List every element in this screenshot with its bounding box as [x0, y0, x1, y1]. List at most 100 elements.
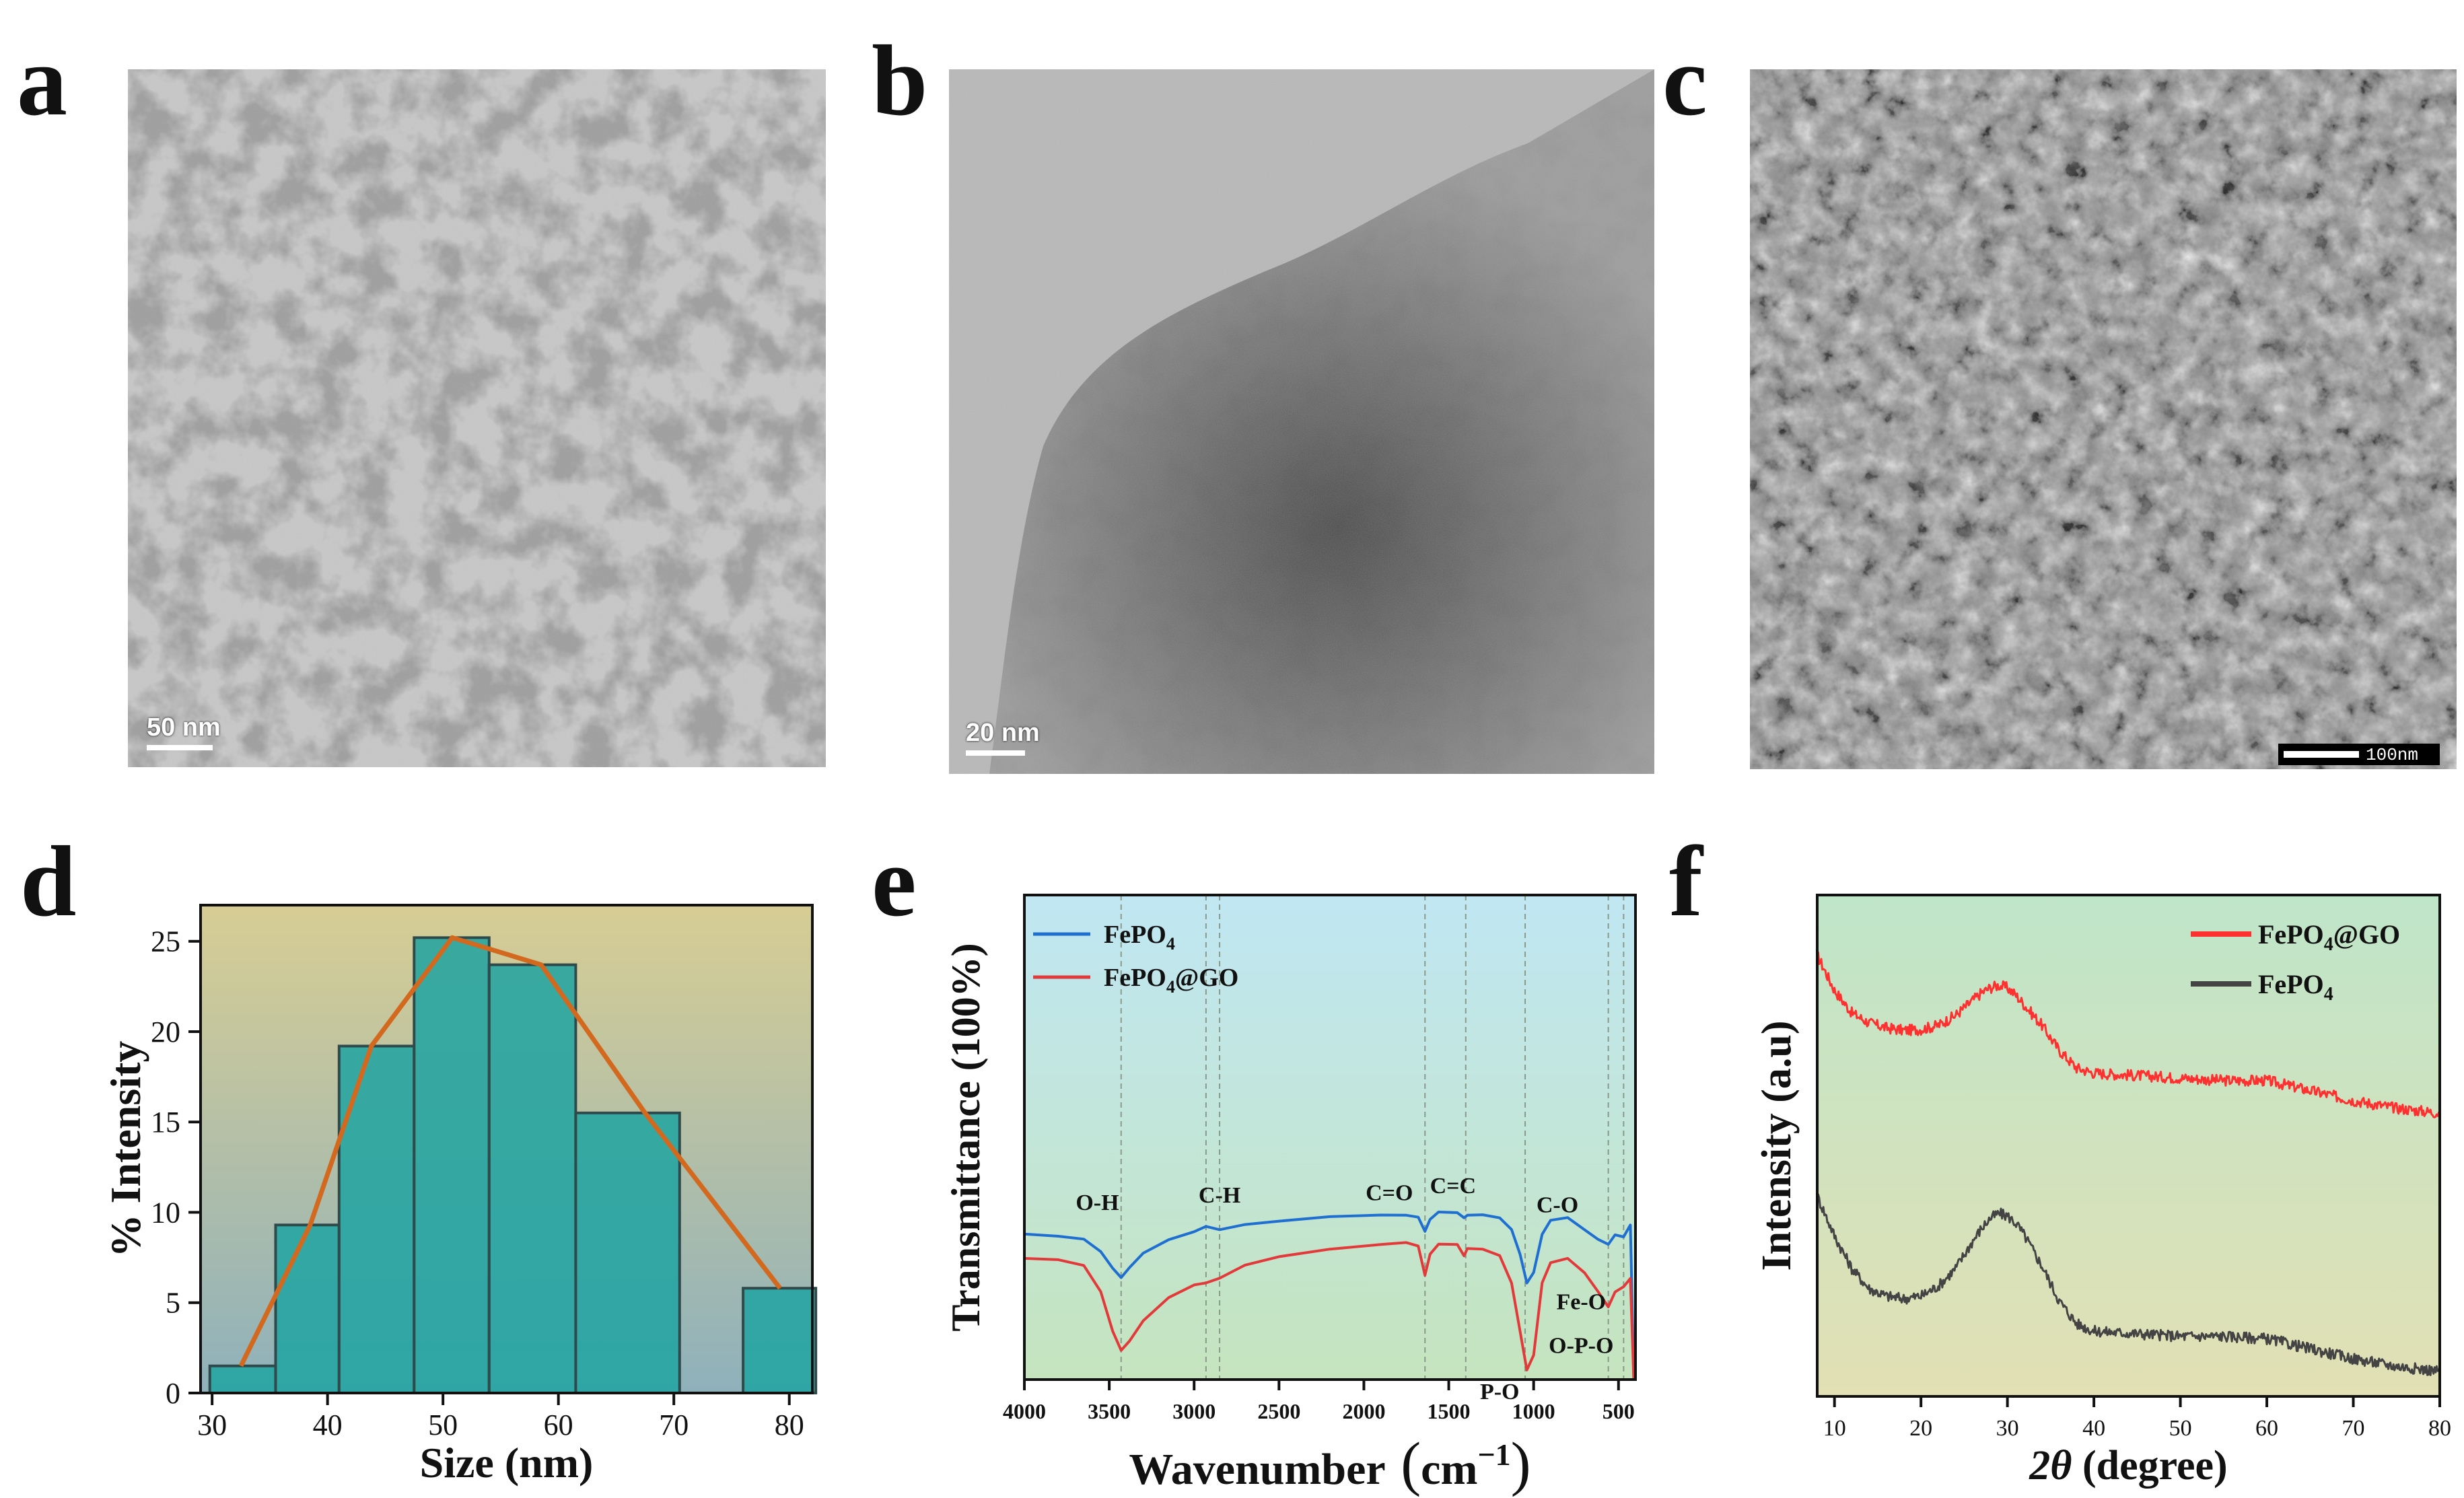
x-tick-label-f: 60 — [2255, 1416, 2278, 1441]
x-label-rest: (degree) — [2072, 1443, 2227, 1489]
panel-label-e: e — [872, 826, 917, 937]
ftir-annotation: O-P-O — [1549, 1333, 1613, 1358]
histogram-bar-8 — [742, 1287, 818, 1395]
x-label-unit: cm — [1421, 1445, 1477, 1494]
x-label-exp: −1 — [1477, 1437, 1510, 1472]
fit-line-d — [238, 935, 782, 1367]
x-tick-label-d: 70 — [659, 1408, 689, 1441]
legend-sub: 4 — [2324, 984, 2333, 1005]
ftir-annotation: C-O — [1537, 1193, 1578, 1218]
x-tick-label-f: 50 — [2169, 1416, 2192, 1441]
legend-label-e-2: FePO4@GO — [1104, 964, 1238, 997]
y-tick-label-d: 15 — [151, 1106, 180, 1139]
tem-image-a — [128, 69, 826, 767]
x-tick-label-e: 1500 — [1428, 1399, 1471, 1423]
legend-sub: 4 — [1166, 934, 1175, 954]
x-tick-label-e: 3500 — [1088, 1399, 1131, 1423]
histogram-bar-3 — [337, 1044, 416, 1394]
chart-e-ftir: 4000 3500 3000 2500 2000 1500 1000 500 O-H C-H C=O… — [944, 894, 1637, 1497]
y-tick-label-d: 10 — [151, 1196, 180, 1229]
histogram-bar-4 — [413, 936, 491, 1395]
ftir-annotation: Fe-O — [1556, 1290, 1606, 1315]
scale-bar-a: 50 nm — [147, 713, 221, 750]
ftir-annotation: C=C — [1430, 1174, 1476, 1199]
x-tick-label-f: 80 — [2428, 1416, 2451, 1441]
scale-bar-a-line — [147, 745, 213, 750]
legend-sub: 4 — [1166, 977, 1175, 997]
x-tick-label-f: 40 — [2082, 1416, 2105, 1441]
scale-bar-c-line — [2284, 751, 2359, 758]
axes-frame-e — [1023, 894, 1637, 1381]
x-tick-label-e: 3000 — [1172, 1399, 1216, 1423]
y-tick-label-d: 20 — [151, 1015, 180, 1048]
scale-bar-a-label: 50 nm — [147, 713, 221, 742]
xrd-series-1 — [1816, 950, 2440, 1118]
ftir-series-1 — [1024, 1211, 1635, 1380]
axes-frame-f — [1816, 894, 2441, 1398]
axes-frame-d — [199, 904, 814, 1394]
sem-image-c — [1750, 69, 2457, 769]
scale-bar-b-line — [966, 750, 1025, 756]
x-label-text: Wavenumber — [1129, 1445, 1385, 1494]
y-tick-label-d: 0 — [166, 1377, 180, 1410]
x-tick-label-d: 40 — [313, 1408, 343, 1441]
x-tick-label-f: 70 — [2342, 1416, 2365, 1441]
tem-texture-a — [128, 69, 826, 767]
x-label-theta: 2θ — [2029, 1443, 2072, 1489]
ftir-annotation: O-H — [1076, 1190, 1119, 1215]
panel-label-d: d — [20, 826, 77, 937]
panel-label-c: c — [1662, 25, 1708, 137]
legend-suffix: @GO — [1175, 964, 1238, 992]
legend-name: FePO — [1104, 964, 1166, 992]
x-tick-label-e: 2000 — [1342, 1399, 1385, 1423]
x-tick-label-e: 1000 — [1512, 1399, 1555, 1423]
x-tick-label-e: 2500 — [1257, 1399, 1300, 1423]
legend-label-f-2: FePO4 — [2258, 969, 2333, 1005]
x-tick-label-e: 500 — [1603, 1399, 1635, 1423]
chart-d-size-distribution: 0 5 10 15 20 25 30 40 50 60 70 80 Size (nm) % Intensi… — [102, 904, 818, 1487]
scale-bar-b: 20 nm — [966, 719, 1040, 756]
legend-name: FePO — [1104, 921, 1166, 949]
ftir-annotation: C=O — [1366, 1181, 1413, 1206]
tem-texture-b — [949, 69, 1654, 774]
x-tick-label-d: 60 — [544, 1408, 573, 1441]
x-tick-label-e: 4000 — [1003, 1399, 1046, 1423]
histogram-bar-2 — [274, 1223, 341, 1395]
x-axis-label-f: 2θ (degree) — [2029, 1443, 2227, 1489]
x-axis-label-e: Wavenumber (cm−1) — [1129, 1431, 1530, 1497]
panel-label-b: b — [872, 25, 928, 137]
histogram-bar-6 — [574, 1111, 681, 1394]
y-axis-label-f: Intensity (a.u) — [1754, 1020, 1800, 1271]
x-tick-label-d: 50 — [428, 1408, 458, 1441]
x-tick-label-f: 30 — [1996, 1416, 2019, 1441]
y-tick-label-d: 25 — [151, 925, 180, 958]
ftir-series-2 — [1024, 1241, 1635, 1380]
x-axis-label-d: Size (nm) — [420, 1439, 594, 1487]
scale-bar-c-label: 100nm — [2366, 745, 2419, 765]
x-tick-label-f: 10 — [1823, 1416, 1846, 1441]
y-axis-label-d: % Intensity — [102, 1041, 149, 1258]
panel-label-a: a — [17, 25, 67, 137]
ftir-annotation: P-O — [1480, 1380, 1520, 1404]
xrd-series-2 — [1816, 1193, 2441, 1376]
legend-sub: 4 — [2324, 934, 2333, 955]
plot-area-f — [1817, 895, 2440, 1396]
legend-name: FePO — [2258, 919, 2324, 950]
legend-label-f-1: FePO4@GO — [2258, 919, 2400, 955]
scale-bar-c: 100nm — [2278, 744, 2440, 765]
legend-name: FePO — [2258, 969, 2324, 999]
sem-texture-c — [1750, 69, 2457, 769]
tem-image-b — [949, 69, 1654, 774]
ftir-annotation: C-H — [1199, 1183, 1240, 1208]
plot-area-e — [1024, 895, 1635, 1380]
y-tick-label-d: 5 — [166, 1287, 180, 1320]
x-tick-label-d: 80 — [775, 1408, 804, 1441]
legend-suffix: @GO — [2333, 919, 2400, 950]
x-tick-label-f: 20 — [1909, 1416, 1932, 1441]
scale-bar-b-label: 20 nm — [966, 719, 1040, 747]
histogram-bar-5 — [487, 963, 577, 1394]
panel-label-f: f — [1669, 826, 1703, 937]
x-tick-label-d: 30 — [197, 1408, 227, 1441]
